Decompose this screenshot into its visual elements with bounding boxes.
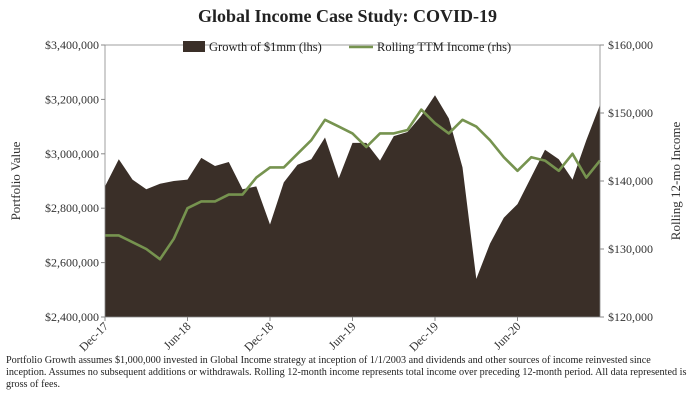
left-tick-label: $2,800,000 [45, 201, 99, 215]
x-tick-label: Dec-18 [241, 319, 276, 354]
x-tick-label: Jun-20 [491, 319, 524, 352]
left-tick-label: $3,200,000 [45, 92, 99, 106]
right-tick-label: $160,000 [608, 38, 653, 52]
series-growth-area [105, 95, 600, 317]
x-tick-label: Jun-18 [161, 319, 194, 352]
legend-swatch-growth [183, 41, 205, 52]
right-tick-label: $120,000 [608, 310, 653, 324]
chart-title: Global Income Case Study: COVID-19 [197, 6, 497, 26]
x-tick-label: Dec-17 [76, 319, 111, 354]
x-tick-label: Jun-19 [326, 319, 359, 352]
left-tick-label: $2,400,000 [45, 310, 99, 324]
left-tick-label: $2,600,000 [45, 256, 99, 270]
left-axis-title: Portfolio Value [8, 141, 23, 220]
legend-label-income: Rolling TTM Income (rhs) [377, 40, 511, 54]
footnote: Portfolio Growth assumes $1,000,000 inve… [6, 355, 687, 390]
series-income-line [105, 108, 602, 261]
right-axis-title: Rolling 12-mo Income [668, 122, 683, 241]
right-tick-label: $140,000 [608, 174, 653, 188]
legend-label-growth: Growth of $1mm (lhs) [209, 40, 322, 54]
chart-canvas: $2,400,000 $2,600,000 $2,800,000 $3,000,000… [8, 38, 683, 354]
x-tick-label: Dec-19 [406, 319, 441, 354]
left-tick-label: $3,400,000 [45, 38, 99, 52]
left-tick-label: $3,000,000 [45, 147, 99, 161]
right-tick-label: $130,000 [608, 242, 653, 256]
right-tick-label: $150,000 [608, 106, 653, 120]
